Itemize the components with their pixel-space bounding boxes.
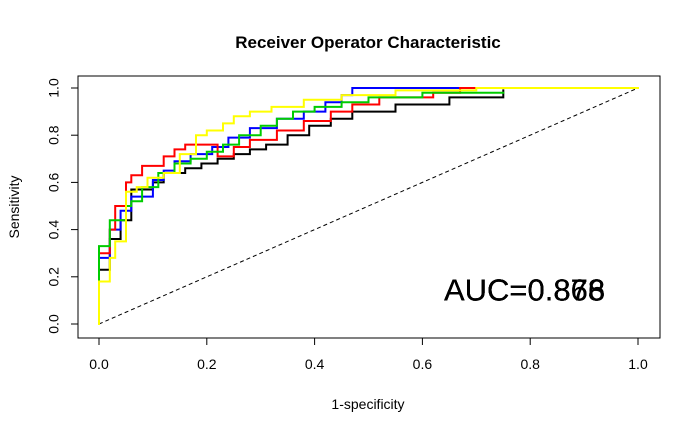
x-axis-title: 1-specificity [331,396,404,412]
chart-title: Receiver Operator Characteristic [235,33,501,52]
y-tick-label: 1.0 [46,78,62,98]
y-tick-label: 0.6 [46,172,62,192]
auc-label: AUC=0.866 [444,272,605,307]
y-tick-label: 0.0 [46,314,62,334]
roc-curve-5 [98,87,639,325]
x-tick-label: 1.0 [628,356,648,372]
x-tick-label: 0.0 [89,356,109,372]
reference-line-layer [98,87,639,325]
roc-curve-3 [98,87,505,325]
x-tick-label: 0.4 [305,356,325,372]
reference-diagonal-line [98,87,639,325]
roc-curve-1 [98,89,505,325]
y-tick-label: 0.8 [46,125,62,145]
x-axis: 0.0 0.2 0.4 0.6 0.8 1.0 [89,337,648,372]
y-tick-label: 0.2 [46,267,62,287]
y-tick-label: 0.4 [46,220,62,240]
auc-label: AUC=0.868 [444,272,605,307]
series-layer [98,87,639,325]
y-axis-title: Sensitivity [6,175,22,238]
x-tick-label: 0.2 [197,356,217,372]
auc-label: AUC=0.873 [444,272,605,307]
x-tick-label: 0.6 [413,356,433,372]
y-axis: 0.0 0.2 0.4 0.6 0.8 1.0 [46,78,79,334]
roc-curve-4 [98,91,505,325]
auc-label: AUC=0.878 [444,272,605,307]
roc-curve-2 [98,87,505,325]
x-tick-label: 0.8 [520,356,540,372]
